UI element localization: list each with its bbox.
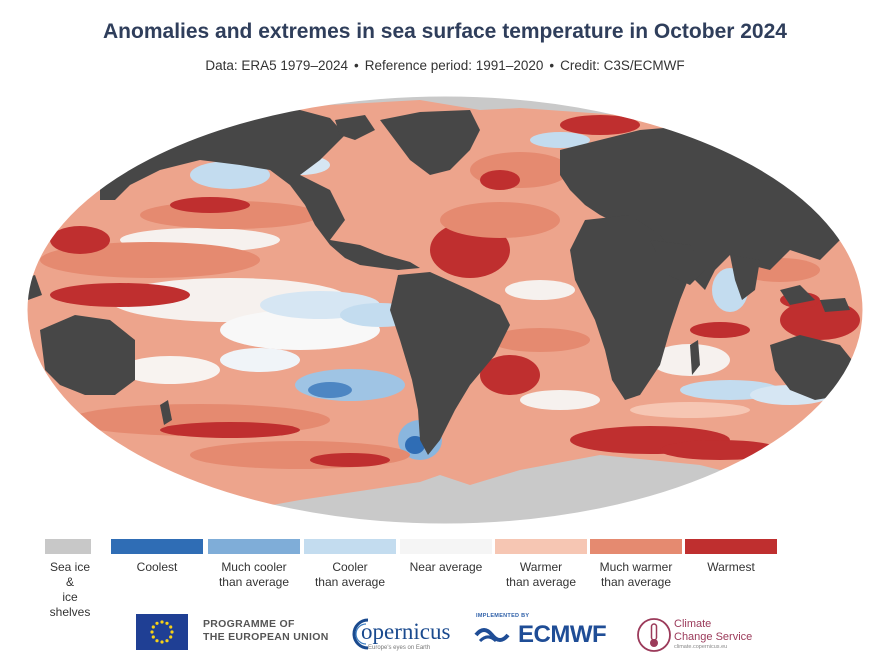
credit-text: Credit: C3S/ECMWF	[560, 58, 685, 73]
legend-swatch	[685, 539, 777, 554]
separator: •	[549, 58, 555, 73]
legend-swatch	[45, 539, 91, 554]
copernicus-logo: opernicus Europe's eyes on Earth	[344, 612, 454, 656]
legend-label: Warmest	[707, 560, 755, 574]
copernicus-wordmark: opernicus	[361, 619, 451, 644]
legend-item-near-average: Near average	[400, 539, 492, 575]
copernicus-tagline: Europe's eyes on Earth	[368, 645, 431, 651]
legend: Sea ice & ice shelves Coolest Much cooler…	[45, 539, 785, 619]
anomaly-patches	[40, 115, 860, 469]
legend-label: Cooler than average	[314, 560, 386, 589]
legend-label: Coolest	[136, 560, 178, 574]
legend-item-warmest: Warmest	[685, 539, 777, 575]
land-masses	[27, 110, 860, 455]
map-title: Anomalies and extremes in sea surface te…	[103, 20, 787, 43]
ecmwf-wave-icon	[474, 628, 510, 643]
legend-swatch	[495, 539, 587, 554]
legend-item-warmer: Warmer than average	[495, 539, 587, 590]
legend-item-much-cooler: Much cooler than average	[208, 539, 300, 590]
separator: •	[353, 58, 359, 73]
legend-swatch	[304, 539, 396, 554]
legend-label: Sea ice & ice shelves	[49, 560, 91, 619]
copernicus-c-icon	[352, 618, 369, 650]
legend-item-coolest: Coolest	[111, 539, 203, 575]
legend-swatch	[590, 539, 682, 554]
c3s-url: climate.copernicus.eu	[674, 644, 728, 650]
eu-programme-text: PROGRAMME OF THE EUROPEAN UNION	[203, 618, 329, 643]
legend-swatch	[111, 539, 203, 554]
eu-flag-icon	[136, 614, 188, 650]
legend-swatch	[208, 539, 300, 554]
data-source-text: Data: ERA5 1979–2024	[205, 58, 348, 73]
legend-label: Much cooler than average	[218, 560, 290, 589]
ecmwf-wordmark: ECMWF	[518, 621, 607, 648]
map-border	[26, 95, 864, 525]
logo-bar: PROGRAMME OF THE EUROPEAN UNION opernicu…	[0, 606, 890, 666]
legend-item-sea-ice: Sea ice & ice shelves	[45, 539, 137, 620]
c3s-wordmark: Climate Change Service	[674, 618, 753, 643]
reference-period-text: Reference period: 1991–2020	[364, 58, 544, 73]
legend-label: Near average	[409, 560, 483, 574]
climate-change-service-icon	[637, 618, 671, 652]
legend-swatch	[400, 539, 492, 554]
legend-label: Much warmer than average	[599, 560, 673, 589]
map-subtitle: Data: ERA5 1979–2024 • Reference period: 1…	[0, 58, 890, 73]
world-map	[26, 95, 864, 525]
implemented-by-text: IMPLEMENTED BY	[476, 613, 530, 619]
legend-item-cooler: Cooler than average	[304, 539, 396, 590]
legend-label: Warmer than average	[505, 560, 577, 589]
legend-item-much-warmer: Much warmer than average	[590, 539, 682, 590]
